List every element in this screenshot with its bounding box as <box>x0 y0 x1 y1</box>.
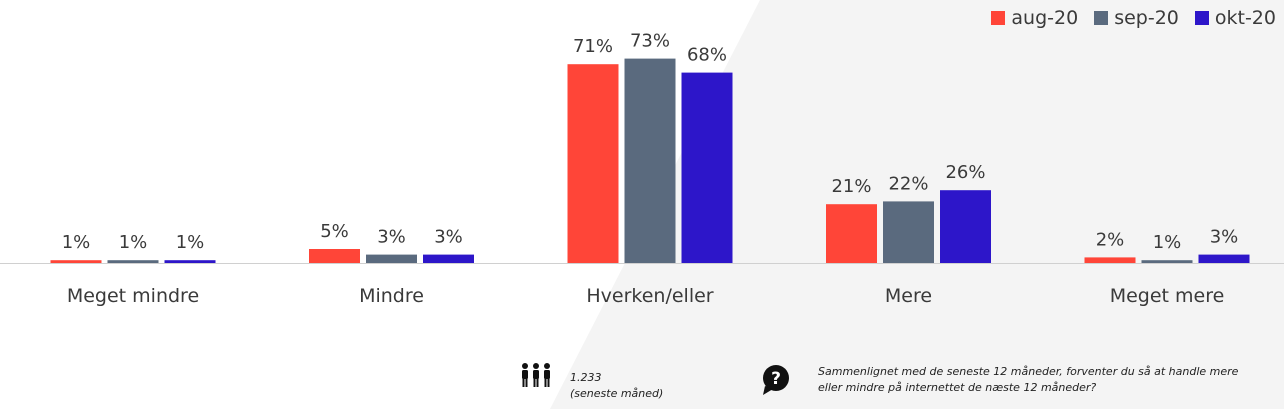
bar-sep-20-1 <box>366 254 417 263</box>
legend-swatch-okt <box>1194 11 1209 25</box>
people-group-icon <box>522 363 550 387</box>
legend-label-okt: okt-20 <box>1214 7 1276 29</box>
bar-aug-20-4 <box>1084 257 1136 263</box>
sample-size-value: 1.233 <box>570 371 602 384</box>
bar-sep-20-0 <box>107 260 159 263</box>
bar-aug-20-3 <box>826 204 877 263</box>
bar-sep-20-4 <box>1141 260 1193 263</box>
legend-item-aug: aug-20 <box>991 7 1078 29</box>
bar-chart: 1% 1% 1% Meget mindre 5% 3% 3% Mindre 71% 73% 68% H… <box>0 31 1284 307</box>
legend-label-sep: sep-20 <box>1114 7 1179 29</box>
bar-okt-20-1 <box>423 254 474 263</box>
bar-okt-20-3 <box>940 190 991 263</box>
legend-label-aug: aug-20 <box>1011 7 1079 29</box>
data-label-aug-20-0: 1% <box>62 232 91 253</box>
data-label-sep-20-4: 1% <box>1153 232 1182 253</box>
data-label-okt-20-0: 1% <box>176 232 205 253</box>
data-label-okt-20-4: 3% <box>1210 227 1239 248</box>
data-label-okt-20-1: 3% <box>434 227 463 248</box>
sample-size-text: 1.233 (seneste måned) <box>570 370 663 402</box>
legend-swatch-sep <box>1094 11 1109 25</box>
bar-aug-20-1 <box>309 249 360 263</box>
category-label-1: Mindre <box>359 285 424 307</box>
category-label-4: Meget mere <box>1110 285 1225 307</box>
category-label-3: Mere <box>885 285 932 307</box>
data-label-sep-20-3: 22% <box>888 173 928 194</box>
bar-okt-20-2 <box>681 72 733 263</box>
question-bubble-icon: ? <box>763 365 789 395</box>
data-label-okt-20-3: 26% <box>945 162 985 183</box>
bar-sep-20-3 <box>883 201 934 263</box>
bar-sep-20-2 <box>624 58 676 263</box>
data-label-aug-20-2: 71% <box>573 36 613 57</box>
legend-swatch-aug <box>991 11 1006 25</box>
data-label-sep-20-1: 3% <box>377 227 406 248</box>
sample-size-block: 1.233 (seneste måned) <box>520 362 663 402</box>
bar-aug-20-0 <box>50 260 102 263</box>
data-label-aug-20-1: 5% <box>320 221 349 242</box>
question-line-2: eller mindre på internettet de næste 12 … <box>818 381 1097 394</box>
data-label-aug-20-4: 2% <box>1096 229 1125 250</box>
bar-okt-20-0 <box>164 260 216 263</box>
question-line-1: Sammenlignet med de seneste 12 måneder, … <box>818 365 1239 378</box>
svg-text:?: ? <box>771 369 781 389</box>
question-block: ? Sammenlignet med de seneste 12 måneder… <box>760 364 1238 396</box>
data-label-sep-20-0: 1% <box>119 232 148 253</box>
data-label-okt-20-2: 68% <box>687 45 727 66</box>
sample-size-note: (seneste måned) <box>570 387 664 400</box>
question-text: Sammenlignet med de seneste 12 måneder, … <box>818 364 1238 396</box>
bar-aug-20-2 <box>567 64 619 263</box>
category-label-0: Meget mindre <box>67 285 199 307</box>
legend-item-sep: sep-20 <box>1094 7 1179 29</box>
legend-item-okt: okt-20 <box>1194 7 1276 29</box>
category-label-2: Hverken/eller <box>586 285 713 307</box>
data-label-aug-20-3: 21% <box>831 176 871 197</box>
data-label-sep-20-2: 73% <box>630 31 670 52</box>
chart-legend: aug-20 sep-20 okt-20 <box>991 7 1276 29</box>
bar-okt-20-4 <box>1198 254 1250 263</box>
